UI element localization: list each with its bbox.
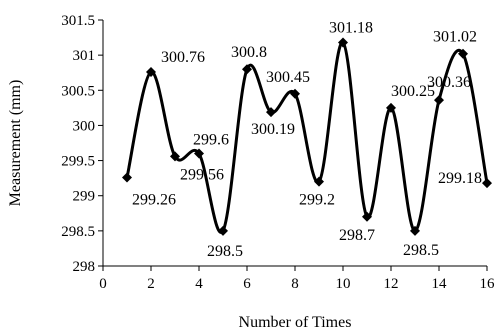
data-point-marker bbox=[170, 151, 180, 162]
x-tick-labels: 0 2 4 6 8 10 12 14 16 bbox=[99, 266, 495, 292]
data-label: 299.56 bbox=[180, 166, 224, 183]
data-point-marker bbox=[386, 102, 396, 113]
y-tick-label: 300.5 bbox=[61, 83, 95, 99]
data-point-marker bbox=[434, 95, 444, 106]
data-point-marker bbox=[242, 64, 252, 75]
x-tick-label: 6 bbox=[243, 276, 251, 292]
x-tick-label: 10 bbox=[336, 276, 351, 292]
x-tick-label: 4 bbox=[195, 276, 203, 292]
y-tick-label: 301.5 bbox=[61, 13, 95, 29]
data-point-marker bbox=[194, 148, 204, 159]
data-point-marker bbox=[458, 48, 468, 59]
data-label: 300.76 bbox=[161, 49, 205, 66]
data-label: 300.19 bbox=[251, 121, 295, 138]
y-tick-label: 300 bbox=[73, 118, 96, 134]
data-point-marker bbox=[410, 225, 420, 236]
data-label: 299.2 bbox=[299, 192, 335, 209]
data-label: 299.6 bbox=[193, 132, 229, 149]
y-tick-labels: 298 298.5 299 299.5 300 300.5 301 301.5 bbox=[61, 13, 103, 275]
x-tick-label: 14 bbox=[432, 276, 448, 292]
data-point-marker bbox=[146, 67, 156, 78]
data-labels: 299.26 300.76 299.56 299.6 298.5 300.8 300.19 3… bbox=[132, 19, 482, 259]
data-label: 300.36 bbox=[427, 74, 471, 91]
data-point-marker bbox=[482, 178, 492, 189]
data-point-marker bbox=[122, 172, 132, 183]
y-tick-label: 298.5 bbox=[61, 224, 95, 240]
data-points bbox=[122, 37, 492, 236]
y-axis-title: Measurement (mm) bbox=[7, 80, 24, 207]
data-point-marker bbox=[362, 211, 372, 222]
data-point-marker bbox=[266, 107, 276, 118]
data-label: 298.5 bbox=[403, 242, 439, 259]
data-point-marker bbox=[314, 176, 324, 187]
data-label: 301.02 bbox=[433, 29, 477, 46]
data-label: 298.5 bbox=[207, 243, 243, 260]
data-label: 300.8 bbox=[231, 44, 267, 61]
data-point-marker bbox=[218, 225, 228, 236]
data-label: 300.45 bbox=[266, 69, 310, 86]
data-point-marker bbox=[290, 88, 300, 99]
y-tick-label: 299 bbox=[73, 189, 96, 205]
x-tick-label: 8 bbox=[291, 276, 299, 292]
x-tick-label: 12 bbox=[384, 276, 399, 292]
data-label: 299.26 bbox=[132, 191, 176, 208]
data-label: 298.7 bbox=[339, 227, 375, 244]
data-label: 301.18 bbox=[329, 19, 373, 36]
x-tick-label: 0 bbox=[99, 276, 107, 292]
x-tick-label: 16 bbox=[480, 276, 496, 292]
x-axis-title: Number of Times bbox=[239, 314, 352, 331]
x-tick-label: 2 bbox=[147, 276, 155, 292]
data-label: 300.25 bbox=[391, 83, 435, 100]
y-tick-label: 301 bbox=[73, 48, 96, 64]
data-label: 299.18 bbox=[438, 170, 482, 187]
data-point-marker bbox=[338, 37, 348, 48]
y-tick-label: 299.5 bbox=[61, 154, 95, 170]
y-tick-label: 298 bbox=[73, 259, 96, 275]
